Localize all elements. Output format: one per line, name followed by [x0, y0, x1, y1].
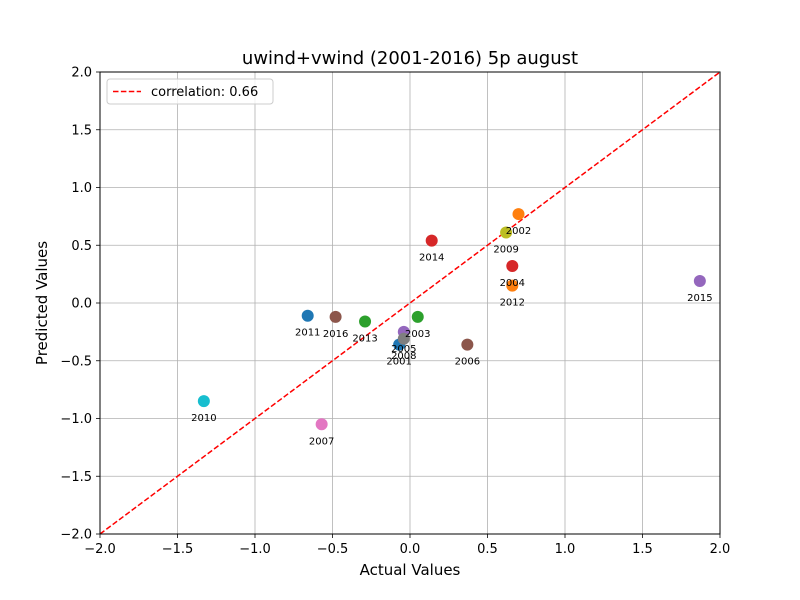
legend-label: correlation: 0.66: [151, 85, 258, 100]
x-tick-label: 0.0: [400, 542, 421, 557]
data-point-2009: [500, 226, 513, 239]
point-label-2011: 2011: [295, 328, 320, 339]
reference-line: [99, 71, 721, 535]
data-point-2011: [301, 309, 314, 322]
legend-box: [106, 78, 274, 105]
point-label-2012: 2012: [500, 298, 525, 309]
x-tick-label: 1.0: [555, 542, 576, 557]
y-tick-label: 0.5: [71, 239, 92, 254]
axis-ticks: −2.0 −1.5 −1.0 −0.5 0.0 0.5 1.0 1.5 2.0 −2.0 −1.5 −…: [60, 66, 730, 558]
point-label-2001: 2001: [386, 357, 411, 368]
x-tick-label: −0.5: [317, 542, 349, 557]
point-label-2005: 2005: [391, 344, 416, 355]
point-label-2015: 2015: [687, 293, 712, 304]
data-point-2006: [461, 338, 474, 351]
point-label-2006: 2006: [455, 357, 480, 368]
y-tick-label: −1.5: [60, 470, 92, 485]
x-tick-label: 1.5: [632, 542, 653, 557]
legend: correlation: 0.66: [106, 78, 274, 105]
point-label-2004: 2004: [500, 278, 525, 289]
point-label-2003: 2003: [405, 329, 430, 340]
correlation-line: [99, 71, 721, 535]
data-point-2002: [512, 208, 525, 221]
y-tick-label: 2.0: [71, 66, 92, 81]
point-label-2009: 2009: [493, 245, 518, 256]
chart-title: uwind+vwind (2001-2016) 5p august: [242, 48, 578, 69]
data-point-2014: [425, 234, 438, 247]
y-tick-label: −2.0: [60, 528, 92, 543]
y-tick-label: 1.0: [71, 181, 92, 196]
point-label-2007: 2007: [309, 436, 334, 447]
x-tick-label: −1.0: [239, 542, 271, 557]
point-label-2013: 2013: [352, 333, 377, 344]
data-point-2007: [315, 418, 328, 431]
y-axis-label: Predicted Values: [33, 241, 51, 365]
x-tick-label: 2.0: [710, 542, 731, 557]
data-point-2012: [506, 279, 519, 292]
data-point-2016: [329, 310, 342, 323]
data-point-2010: [197, 395, 210, 408]
x-tick-label: −2.0: [84, 542, 116, 557]
y-tick-label: −1.0: [60, 412, 92, 427]
data-point-2003: [411, 310, 424, 323]
point-labels: 2001 2002 2003 2004 2005 2006 2007 2008 2009 2010…: [191, 226, 712, 447]
data-points: [197, 208, 706, 431]
point-label-2014: 2014: [419, 253, 444, 264]
x-tick-label: −1.5: [162, 542, 194, 557]
data-point-2008: [397, 332, 410, 345]
point-label-2010: 2010: [191, 413, 216, 424]
point-label-2008: 2008: [391, 351, 416, 362]
point-label-2016: 2016: [323, 329, 348, 340]
x-tick-label: 0.5: [477, 542, 498, 557]
data-point-2004: [506, 260, 519, 273]
y-tick-label: 1.5: [71, 123, 92, 138]
y-tick-label: −0.5: [60, 354, 92, 369]
y-tick-label: 0.0: [71, 297, 92, 312]
data-point-2013: [359, 315, 372, 328]
point-label-2002: 2002: [506, 226, 531, 237]
x-axis-label: Actual Values: [360, 561, 461, 579]
data-point-2015: [693, 275, 706, 288]
